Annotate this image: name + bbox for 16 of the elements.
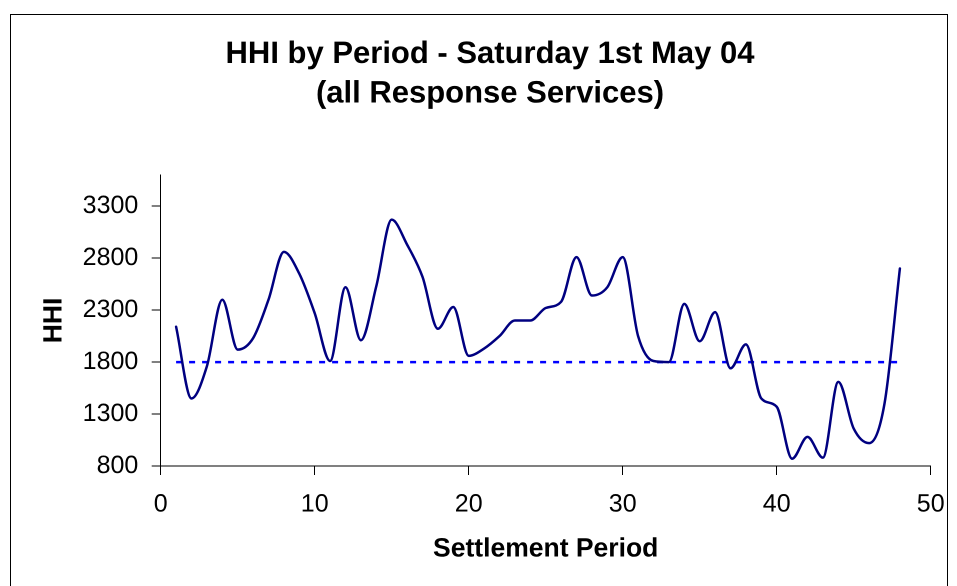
- y-tick-label: 800: [96, 450, 138, 479]
- y-tick-label: 2800: [82, 243, 138, 272]
- y-tick-label: 1800: [82, 346, 138, 375]
- x-tick-label: 0: [154, 489, 168, 518]
- x-tick-label: 40: [762, 489, 791, 518]
- x-tick-label: 20: [454, 489, 483, 518]
- x-tick-label: 30: [608, 489, 637, 518]
- y-tick-label: 3300: [82, 191, 138, 220]
- x-tick-label: 50: [916, 489, 945, 518]
- y-tick-label: 1300: [82, 398, 138, 427]
- y-axis-title: HHI: [37, 298, 68, 344]
- x-axis-title: Settlement Period: [433, 532, 658, 562]
- chart-title: HHI by Period - Saturday 1st May 04 (all Response Services): [226, 35, 756, 110]
- x-tick-label: 10: [300, 489, 329, 518]
- line-series: [174, 218, 902, 460]
- y-tick-label: 2300: [82, 294, 138, 323]
